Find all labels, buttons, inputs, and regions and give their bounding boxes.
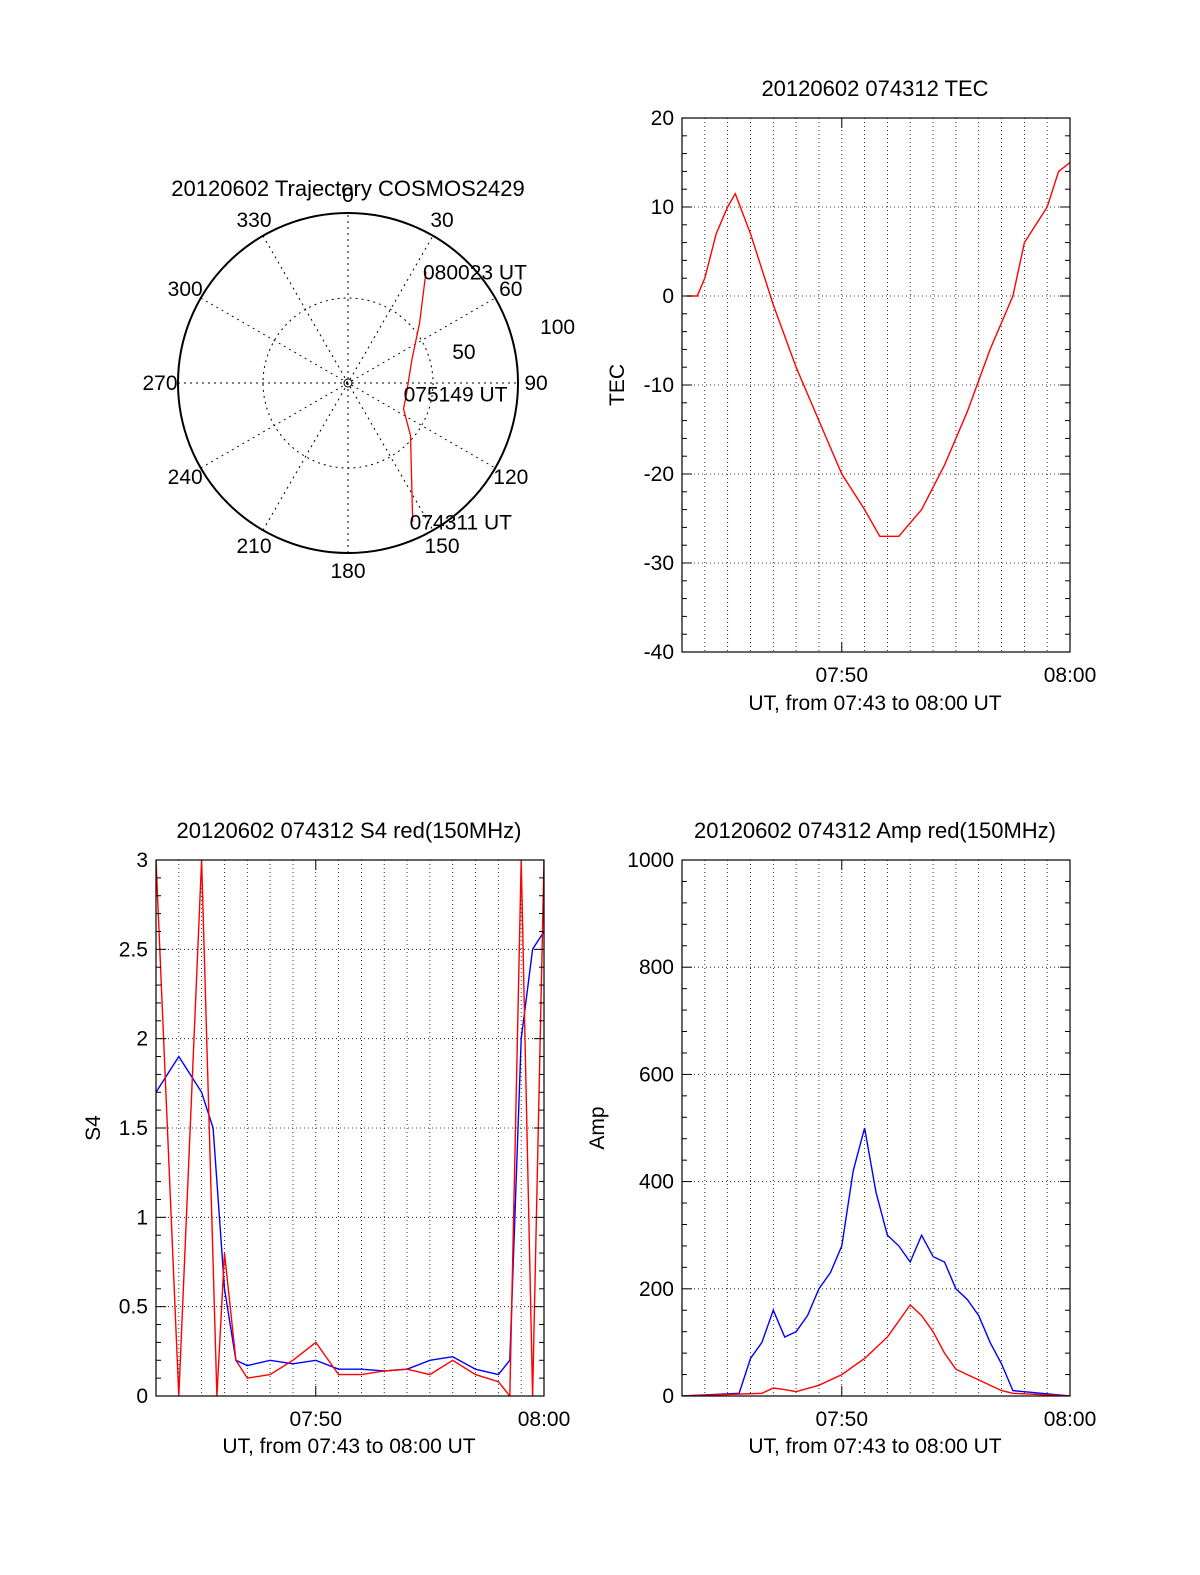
tec-title: 20120602 074312 TEC	[761, 76, 988, 101]
x-tick-label: 07:50	[815, 1408, 868, 1431]
y-tick-label: 200	[639, 1278, 674, 1301]
polar-radius-label: 100	[540, 316, 575, 339]
polar-angle-label: 30	[430, 209, 453, 232]
series-line-0	[686, 161, 1070, 537]
polar-angle-label: 330	[236, 209, 271, 232]
polar-radius-label: 50	[452, 341, 475, 364]
ticks: -40 -30 -20 -10 0 10 20 07:50 08:00	[644, 107, 1097, 687]
y-tick-label: -10	[644, 374, 674, 397]
polar-trajectory-line	[402, 271, 427, 522]
y-tick-label: 3	[136, 849, 148, 872]
y-tick-label: -30	[644, 552, 674, 575]
polar-labels: 0 30 60 90 120 150 180 210 240 270 300 330 50 100	[142, 184, 575, 583]
y-tick-label: 800	[639, 956, 674, 979]
x-tick-label: 07:50	[289, 1408, 342, 1431]
polar-annotation: 080023 UT	[423, 262, 527, 285]
polar-grid	[177, 212, 519, 554]
series-line-1	[682, 1303, 1070, 1396]
tec-ylabel: TEC	[606, 364, 629, 406]
plot-frame	[681, 117, 1071, 653]
polar-angle-label: 150	[424, 535, 459, 558]
polar-angle-label: 0	[342, 184, 354, 207]
amp-xlabel: UT, from 07:43 to 08:00 UT	[748, 1435, 1001, 1458]
series-line-1	[156, 860, 544, 1396]
polar-title: 20120602 Trajectory COSMOS2429	[171, 176, 524, 201]
y-tick-label: 0.5	[119, 1296, 148, 1319]
s4-panel: 20120602 074312 S4 red(150MHz) UT, from …	[82, 818, 570, 1458]
s4-xlabel: UT, from 07:43 to 08:00 UT	[222, 1435, 475, 1458]
y-tick-label: 0	[662, 285, 674, 308]
series-line-0	[156, 931, 544, 1376]
polar-angle-label: 120	[493, 466, 528, 489]
y-tick-label: 0	[662, 1385, 674, 1408]
tec-panel: 20120602 074312 TEC UT, from 07:43 to 08…	[606, 76, 1096, 715]
polar-angle-label: 240	[168, 466, 203, 489]
polar-spoke	[262, 235, 434, 531]
x-tick-label: 08:00	[1044, 1408, 1097, 1431]
y-tick-label: -40	[644, 641, 674, 664]
polar-angle-label: 300	[168, 278, 203, 301]
x-tick-label: 08:00	[518, 1408, 571, 1431]
series-line-0	[682, 1127, 1070, 1396]
polar-annotation: 074311 UT	[410, 512, 513, 535]
polar-series	[402, 271, 427, 522]
x-tick-label: 08:00	[1044, 664, 1097, 687]
amp-title: 20120602 074312 Amp red(150MHz)	[694, 818, 1056, 843]
y-tick-label: 2.5	[119, 938, 148, 961]
s4-ylabel: S4	[82, 1115, 105, 1141]
polar-angle-label: 210	[236, 535, 271, 558]
y-tick-label: 0	[136, 1385, 148, 1408]
amp-panel: 20120602 074312 Amp red(150MHz) UT, from…	[586, 818, 1096, 1458]
y-tick-label: -20	[644, 463, 674, 486]
polar-annotation: 075149 UT	[404, 383, 508, 406]
polar-angle-label: 90	[524, 372, 547, 395]
series-group	[156, 860, 544, 1396]
s4-title: 20120602 074312 S4 red(150MHz)	[177, 818, 522, 843]
y-tick-label: 400	[639, 1171, 674, 1194]
polar-trajectory-panel: 20120602 Trajectory COSMOS2429 0 30 60 90 12…	[142, 176, 575, 583]
y-tick-label: 600	[639, 1063, 674, 1086]
polar-angle-label: 270	[142, 372, 177, 395]
x-tick-label: 07:50	[815, 664, 868, 687]
grid	[682, 118, 1070, 652]
grid	[682, 860, 1070, 1396]
y-tick-label: 2	[136, 1028, 148, 1051]
polar-angle-label: 60	[499, 278, 522, 301]
plot-frame	[681, 859, 1071, 1397]
grid	[156, 860, 544, 1396]
ticks: 0 0.5 1 1.5 2 2.5 3 07:50 08:00	[119, 849, 570, 1431]
polar-annotations: 080023 UT 075149 UT 074311 UT	[404, 262, 527, 535]
ticks: 0 200 400 600 800 1000 07:50 08:00	[627, 849, 1096, 1431]
tec-xlabel: UT, from 07:43 to 08:00 UT	[748, 692, 1001, 715]
series-group	[682, 1127, 1070, 1396]
amp-ylabel: Amp	[586, 1106, 609, 1149]
y-tick-label: 10	[651, 196, 674, 219]
y-tick-label: 1.5	[119, 1117, 148, 1140]
y-tick-label: 20	[651, 107, 674, 130]
y-tick-label: 1	[136, 1206, 148, 1229]
y-tick-label: 1000	[627, 849, 674, 872]
series-group	[686, 161, 1070, 537]
polar-angle-label: 180	[330, 560, 365, 583]
